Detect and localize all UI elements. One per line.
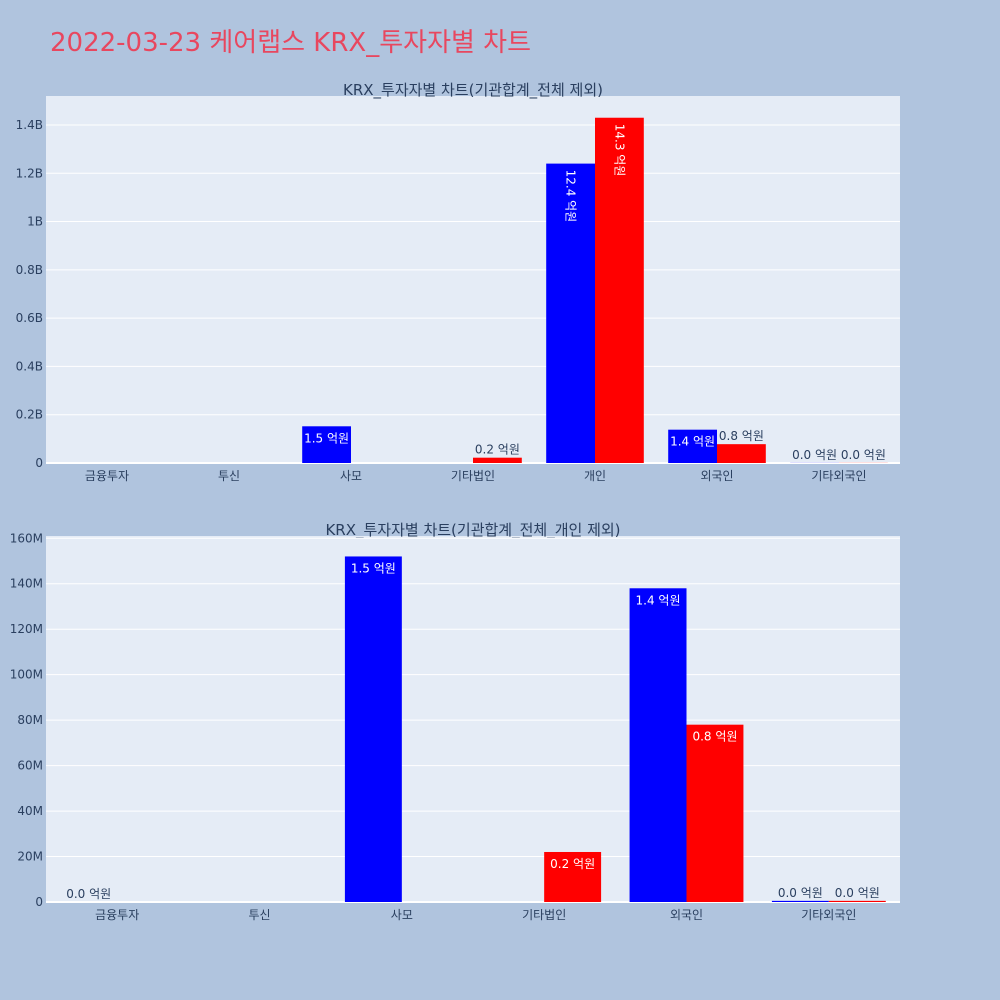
page-title: 2022-03-23 케어랩스 KRX_투자자별 차트 [50, 28, 532, 58]
bar [668, 429, 717, 463]
data-label: 0.8 억원 [692, 730, 737, 744]
data-label: 0.0 억원 [792, 448, 837, 462]
x-tick-label: 외국인 [670, 908, 703, 922]
y-tick-label: 0 [35, 456, 43, 470]
y-tick-label: 0 [35, 895, 43, 909]
y-tick-label: 0.6B [16, 311, 43, 325]
data-label: 1.5 억원 [304, 431, 349, 445]
data-label: 0.0 억원 [778, 886, 823, 900]
bar [828, 900, 886, 902]
x-tick-label: 투신 [218, 469, 240, 483]
bar [546, 163, 595, 463]
bar [686, 724, 744, 902]
data-label: 0.0 억원 [841, 448, 886, 462]
data-label: 0.0 억원 [66, 887, 111, 901]
data-label: 1.4 억원 [670, 435, 715, 449]
bar [771, 900, 829, 902]
x-tick-label: 사모 [391, 908, 413, 922]
x-tick-label: 금융투자 [85, 469, 129, 483]
x-tick-label: 사모 [340, 469, 362, 483]
x-tick-label: 금융투자 [95, 908, 139, 922]
plot-area [46, 96, 900, 463]
x-tick-label: 기타외국인 [801, 908, 856, 922]
data-label: 12.4 억원 [564, 170, 578, 223]
y-tick-label: 120M [10, 622, 43, 636]
y-tick-label: 1B [27, 215, 43, 229]
y-tick-label: 80M [17, 713, 43, 727]
bar [344, 556, 402, 902]
investor-chart-excl-individual: KRX_투자자별 차트(기관합계_전체_개인 제외) 0 20M 40M 60M 80M 1… [10, 521, 900, 922]
plot-area [46, 536, 900, 902]
y-tick-label: 60M [17, 759, 43, 773]
data-label: 0.0 억원 [835, 886, 880, 900]
chart-title: KRX_투자자별 차트(기관합계_전체_개인 제외) [325, 521, 620, 540]
x-tick-label: 외국인 [700, 469, 733, 483]
y-tick-label: 160M [10, 531, 43, 545]
y-tick-label: 0.2B [16, 408, 43, 422]
data-label: 0.8 억원 [719, 429, 764, 443]
y-tick-label: 100M [10, 668, 43, 682]
data-label: 0.2 억원 [550, 857, 595, 871]
y-tick-label: 1.4B [16, 118, 43, 132]
bar [302, 426, 351, 463]
bar [473, 457, 522, 463]
data-label: 0.2 억원 [475, 443, 520, 457]
y-tick-label: 20M [17, 850, 43, 864]
bar [629, 588, 687, 902]
x-tick-label: 투신 [248, 908, 270, 922]
data-label: 14.3 억원 [612, 124, 626, 177]
bar [595, 117, 644, 464]
y-tick-label: 0.8B [16, 263, 43, 277]
y-tick-label: 40M [17, 804, 43, 818]
x-tick-label: 기타법인 [522, 908, 566, 922]
bar [717, 444, 766, 463]
y-tick-label: 140M [10, 577, 43, 591]
chart-title: KRX_투자자별 차트(기관합계_전체 제외) [343, 81, 603, 100]
investor-chart-all: KRX_투자자별 차트(기관합계_전체 제외) 0 0.2B 0.4B 0.6B 0.8B… [16, 81, 900, 483]
x-tick-label: 기타법인 [451, 469, 495, 483]
data-label: 1.5 억원 [351, 561, 396, 575]
y-tick-label: 1.2B [16, 166, 43, 180]
y-tick-label: 0.4B [16, 359, 43, 373]
data-label: 1.4 억원 [636, 593, 681, 607]
x-tick-label: 개인 [584, 469, 606, 483]
bar [544, 851, 602, 902]
x-tick-label: 기타외국인 [811, 469, 866, 483]
